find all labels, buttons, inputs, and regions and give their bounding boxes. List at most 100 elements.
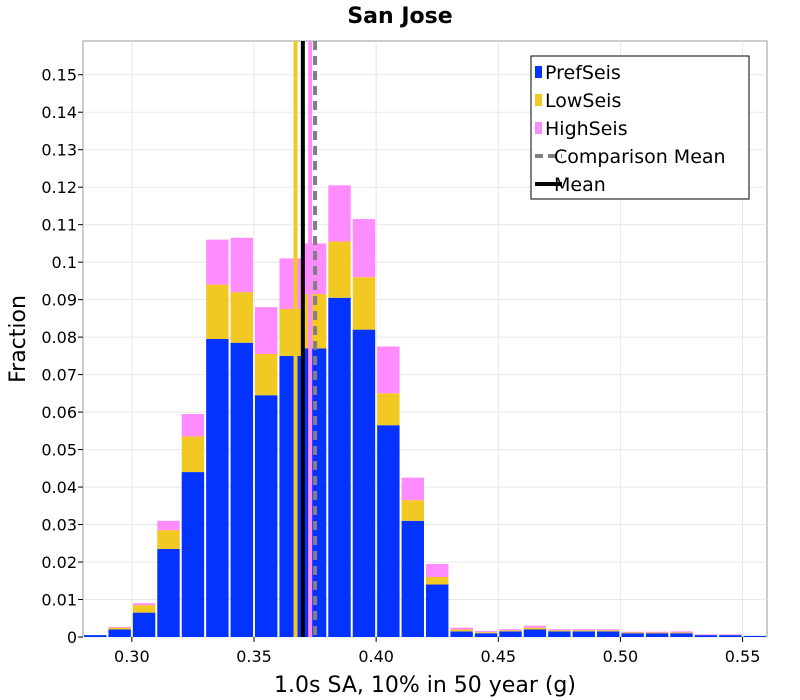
bar-highseis xyxy=(499,629,522,631)
bar-prefseis xyxy=(181,472,205,637)
bar-prefseis xyxy=(670,633,693,637)
bar-highseis xyxy=(450,627,473,630)
bar-prefseis xyxy=(132,612,156,637)
y-tick-label: 0.14 xyxy=(41,103,77,122)
bar-prefseis xyxy=(621,633,644,637)
bar-prefseis xyxy=(377,425,400,637)
bar-lowseis xyxy=(352,277,376,330)
legend-label: HighSeis xyxy=(545,118,628,140)
bars xyxy=(84,185,766,637)
bar-highseis xyxy=(597,629,620,631)
bar-prefseis xyxy=(255,395,278,637)
legend-swatch xyxy=(535,94,542,106)
legend-swatch xyxy=(535,66,542,78)
bar-lowseis xyxy=(377,393,400,426)
bar-highseis xyxy=(548,629,571,631)
bar-highseis xyxy=(621,631,644,633)
bar-highseis xyxy=(328,185,351,242)
x-tick-label: 0.55 xyxy=(725,647,761,666)
bar-highseis xyxy=(377,346,400,394)
bar-highseis xyxy=(230,237,253,293)
x-tick-label: 0.35 xyxy=(236,647,272,666)
bar-highseis xyxy=(572,629,595,631)
bar-lowseis xyxy=(670,632,693,634)
bar-prefseis xyxy=(572,631,595,637)
x-tick-label: 0.50 xyxy=(603,647,639,666)
bar-prefseis xyxy=(426,584,449,637)
bar-prefseis xyxy=(328,297,351,637)
y-tick-label: 0.06 xyxy=(41,403,77,422)
y-axis-label: Fraction xyxy=(6,295,31,383)
y-tick-label: 0.03 xyxy=(41,516,77,535)
y-tick-label: 0.01 xyxy=(41,591,77,610)
bar-highseis xyxy=(157,520,180,531)
bar-prefseis xyxy=(206,339,229,637)
bar-highseis xyxy=(206,239,229,285)
y-axis-ticks: 0 0.01 0.02 0.03 0.04 0.05 0.06 0.07 0.08 0.09 0.1… xyxy=(41,66,83,647)
bar-prefseis xyxy=(743,635,766,637)
bar-highseis xyxy=(352,219,376,278)
y-tick-label: 0.1 xyxy=(52,253,77,272)
chart-title: San Jose xyxy=(347,4,452,29)
bar-highseis xyxy=(645,631,669,633)
y-tick-label: 0.07 xyxy=(41,366,77,385)
bar-prefseis xyxy=(84,635,107,637)
bar-highseis xyxy=(108,626,131,628)
bar-highseis xyxy=(181,413,205,437)
bar-lowseis xyxy=(450,629,473,632)
y-tick-label: 0.08 xyxy=(41,328,77,347)
bar-lowseis xyxy=(523,627,547,630)
bar-highseis xyxy=(694,634,718,636)
bar-prefseis xyxy=(157,548,180,637)
bar-lowseis xyxy=(548,630,571,632)
legend-swatch xyxy=(535,122,542,134)
bar-highseis xyxy=(670,631,693,633)
x-tick-label: 0.30 xyxy=(114,647,150,666)
bar-prefseis xyxy=(352,329,376,637)
bar-lowseis xyxy=(597,630,620,632)
legend-label: Mean xyxy=(554,174,606,196)
bar-prefseis xyxy=(230,342,253,637)
bar-lowseis xyxy=(572,630,595,632)
bar-prefseis xyxy=(499,631,522,637)
y-tick-label: 0 xyxy=(67,628,77,647)
bar-prefseis xyxy=(401,520,424,637)
y-tick-label: 0.11 xyxy=(41,216,77,235)
bar-highseis xyxy=(426,563,449,578)
bar-prefseis xyxy=(474,633,498,637)
y-tick-label: 0.09 xyxy=(41,291,77,310)
bar-lowseis xyxy=(426,577,449,585)
bar-highseis xyxy=(474,631,498,633)
bar-lowseis xyxy=(279,309,302,356)
bar-prefseis xyxy=(694,635,718,637)
x-tick-label: 0.45 xyxy=(480,647,516,666)
bar-highseis xyxy=(401,477,424,501)
bar-lowseis xyxy=(206,284,229,339)
y-tick-label: 0.02 xyxy=(41,553,77,572)
bar-highseis xyxy=(255,307,278,354)
bar-lowseis xyxy=(645,632,669,634)
bar-lowseis xyxy=(157,530,180,549)
legend-box xyxy=(530,55,750,200)
x-tick-label: 0.40 xyxy=(358,647,394,666)
bar-lowseis xyxy=(328,241,351,298)
bar-highseis xyxy=(719,634,742,636)
bar-prefseis xyxy=(450,631,473,637)
bar-lowseis xyxy=(499,630,522,632)
x-axis-label: 1.0s SA, 10% in 50 year (g) xyxy=(274,673,576,698)
bar-highseis xyxy=(523,625,547,628)
bar-lowseis xyxy=(132,605,156,613)
bar-prefseis xyxy=(645,633,669,637)
legend: PrefSeis LowSeis HighSeis Comparison Mean Me… xyxy=(530,55,750,200)
bar-lowseis xyxy=(181,436,205,473)
bar-highseis xyxy=(132,603,156,606)
y-tick-label: 0.12 xyxy=(41,178,77,197)
bar-lowseis xyxy=(230,292,253,343)
legend-label: LowSeis xyxy=(545,90,621,112)
bar-lowseis xyxy=(401,500,424,521)
bar-prefseis xyxy=(548,631,571,637)
bar-prefseis xyxy=(279,355,302,637)
bar-lowseis xyxy=(474,632,498,634)
y-tick-label: 0.04 xyxy=(41,478,77,497)
